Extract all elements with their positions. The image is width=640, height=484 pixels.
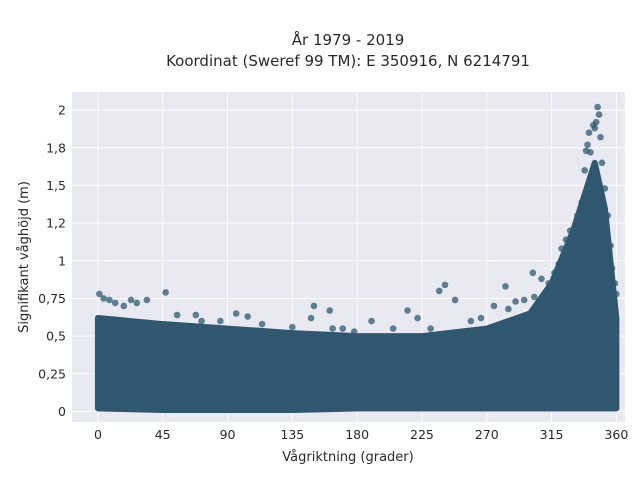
data-point <box>350 328 358 335</box>
data-point <box>613 290 620 298</box>
data-point <box>555 260 563 268</box>
data-points <box>96 103 620 335</box>
data-point <box>339 325 347 332</box>
data-point <box>143 296 151 304</box>
data-point <box>601 185 609 192</box>
data-point <box>162 289 169 296</box>
data-point <box>258 320 266 328</box>
y-tick-label: 1 <box>58 253 66 268</box>
data-point <box>566 227 574 234</box>
y-tick-label: 1,2 <box>46 216 66 231</box>
data-point <box>173 311 181 319</box>
y-tick-label: 0,75 <box>38 291 66 306</box>
data-point <box>594 103 601 111</box>
data-point <box>490 302 498 310</box>
y-axis-ticks: 0 0,25 0,5 0,75 1 1,2 1,5 1,8 2 <box>38 103 66 419</box>
data-point <box>585 129 593 136</box>
y-tick-label: 2 <box>58 103 66 118</box>
y-tick-label: 1,8 <box>46 140 66 155</box>
y-tick-label: 1,5 <box>46 178 66 193</box>
data-point <box>244 313 251 320</box>
data-point <box>289 323 296 331</box>
x-tick-label: 315 <box>540 427 564 442</box>
data-point <box>530 293 538 301</box>
data-point <box>467 317 475 325</box>
data-point <box>581 167 588 174</box>
data-point <box>232 310 240 317</box>
data-point <box>307 314 315 322</box>
x-tick-label: 45 <box>155 427 171 442</box>
data-point <box>604 212 612 219</box>
data-point <box>595 111 603 118</box>
data-point <box>477 314 485 322</box>
data-point <box>558 245 565 253</box>
data-point <box>588 173 596 180</box>
data-point <box>435 287 443 295</box>
x-axis-title: Vågriktning (grader) <box>282 450 413 465</box>
data-point <box>414 314 421 322</box>
data-point <box>441 281 449 289</box>
data-point <box>100 295 107 302</box>
data-point <box>310 302 318 310</box>
data-point <box>96 290 103 298</box>
data-point <box>120 302 128 310</box>
data-point <box>578 198 586 206</box>
data-point <box>198 317 205 325</box>
data-point <box>574 212 581 219</box>
data-point <box>587 148 594 156</box>
data-point <box>611 280 619 287</box>
data-point <box>545 280 552 287</box>
data-point <box>520 296 528 304</box>
data-point <box>505 305 512 313</box>
data-point <box>597 133 604 141</box>
data-point <box>502 283 509 290</box>
data-point <box>584 141 591 149</box>
data-point <box>529 269 537 277</box>
x-tick-label: 180 <box>345 427 369 442</box>
data-point <box>127 296 135 304</box>
data-point <box>133 299 141 307</box>
y-tick-label: 0 <box>58 404 66 419</box>
data-point <box>451 296 459 304</box>
data-point <box>106 296 113 304</box>
data-point <box>192 311 200 319</box>
data-point <box>389 325 397 332</box>
data-point <box>329 325 336 332</box>
chart-title: År 1979 - 2019 <box>292 30 405 49</box>
x-tick-label: 225 <box>410 427 434 442</box>
data-point <box>592 118 600 126</box>
data-point <box>538 275 545 283</box>
y-tick-label: 0,5 <box>46 329 66 344</box>
x-tick-label: 360 <box>604 427 628 442</box>
chart-subtitle: Koordinat (Sweref 99 TM): E 350916, N 62… <box>166 52 530 70</box>
data-point <box>598 159 606 167</box>
x-tick-label: 0 <box>94 427 102 442</box>
data-point <box>562 236 570 243</box>
y-tick-label: 0,25 <box>38 366 66 381</box>
x-axis-ticks: 0 45 90 135 180 225 270 315 360 <box>94 427 628 442</box>
data-density-band <box>94 159 620 413</box>
data-point <box>111 299 119 307</box>
data-point <box>551 269 558 277</box>
data-point <box>404 307 411 314</box>
y-axis-title: Signifikant våghöjd (m) <box>17 181 32 333</box>
data-point <box>607 242 614 249</box>
data-point <box>427 325 434 332</box>
x-tick-label: 135 <box>280 427 304 442</box>
x-tick-label: 270 <box>475 427 499 442</box>
dense-points-band <box>94 159 620 413</box>
data-point <box>608 265 616 272</box>
data-point <box>217 317 224 325</box>
data-point <box>591 124 599 132</box>
x-tick-label: 90 <box>220 427 236 442</box>
data-point <box>326 307 334 314</box>
data-point <box>368 317 375 325</box>
data-point <box>512 298 519 305</box>
